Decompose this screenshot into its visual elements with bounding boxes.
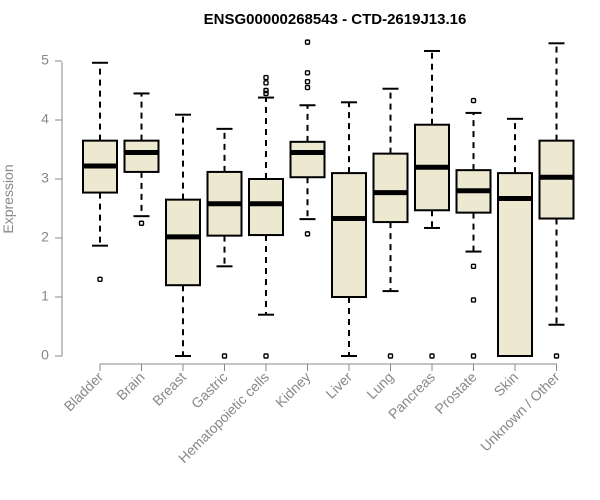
y-tick-label: 0	[41, 347, 49, 363]
y-tick-label: 5	[41, 52, 49, 68]
box-breast	[165, 113, 201, 357]
iqr-box	[331, 172, 367, 299]
iqr-box	[165, 198, 201, 287]
outlier-point	[553, 353, 560, 359]
outlier-point	[470, 263, 477, 270]
box-hematopoietic-cells	[248, 74, 284, 359]
box-gastric	[206, 127, 243, 359]
iqr-box	[497, 172, 533, 357]
outlier-point	[263, 353, 269, 359]
x-tick-label: Breast	[149, 369, 189, 409]
x-tick-label: Unknown / Other	[477, 369, 563, 455]
box-lung	[372, 87, 409, 359]
iqr-box	[289, 140, 326, 179]
outlier-point	[304, 70, 311, 76]
outlier-point	[138, 220, 145, 226]
outlier-point	[221, 353, 228, 359]
box-liver	[331, 101, 367, 357]
y-tick-label: 3	[41, 170, 49, 186]
outlier-point	[470, 97, 477, 104]
outlier-point	[470, 297, 477, 303]
box-skin	[497, 117, 533, 357]
x-tick-label: Prostate	[431, 369, 479, 417]
box-bladder	[82, 61, 118, 282]
y-axis-label: Expression	[0, 164, 16, 233]
box-pancreas	[414, 49, 450, 359]
outlier-point	[263, 80, 269, 86]
y-tick-label: 1	[41, 288, 49, 304]
outlier-point	[387, 353, 394, 359]
x-tick-label: Kidney	[272, 369, 314, 411]
outlier-point	[429, 353, 435, 359]
iqr-box	[123, 139, 160, 173]
box-prostate	[455, 97, 492, 359]
outlier-point	[263, 87, 269, 94]
y-tick-label: 4	[41, 111, 49, 127]
outlier-point	[304, 39, 311, 45]
outlier-point	[304, 231, 311, 237]
outlier-point	[263, 90, 269, 97]
chart-title: ENSG00000268543 - CTD-2619J13.16	[204, 11, 467, 28]
outlier-point	[263, 74, 269, 81]
x-tick-label: Bladder	[61, 369, 107, 415]
iqr-box	[372, 152, 409, 224]
x-tick-label: Brain	[113, 369, 147, 403]
outlier-point	[304, 84, 311, 91]
outlier-point	[304, 78, 311, 85]
box-unknown-other	[538, 42, 575, 359]
box-kidney	[289, 39, 326, 237]
box-brain	[123, 92, 160, 226]
y-ticks: 0 1 2 3 4 5	[41, 52, 62, 363]
outlier-point	[470, 353, 477, 359]
boxes	[82, 39, 575, 359]
y-tick-label: 2	[41, 229, 49, 245]
iqr-box	[248, 178, 284, 237]
x-tick-label: Skin	[491, 369, 522, 400]
x-tick-label: Liver	[322, 369, 355, 402]
x-tick-label: Lung	[363, 369, 396, 402]
outlier-point	[97, 276, 103, 282]
